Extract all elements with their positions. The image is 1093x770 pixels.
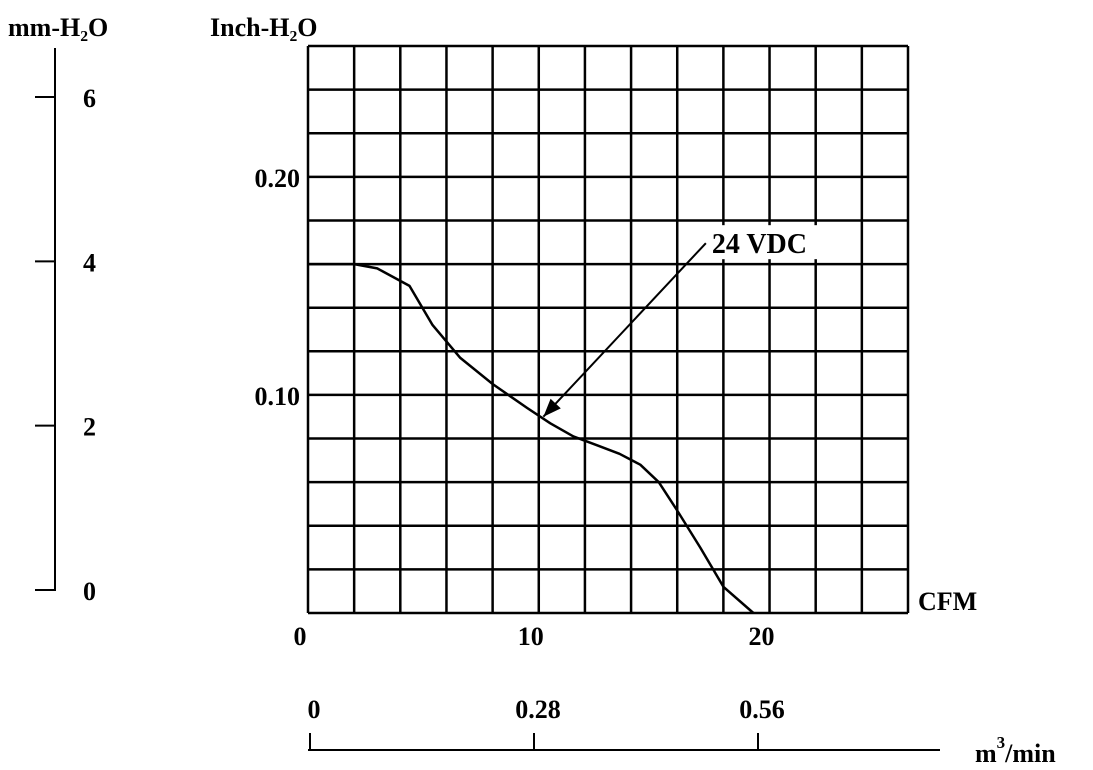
y-tick-label: 0.10 — [255, 382, 301, 411]
x-tick-label: 0 — [294, 622, 307, 651]
y-tick-label: 0.20 — [255, 164, 301, 193]
secondary-y-tick-label: 0 — [83, 577, 96, 606]
secondary-y-axis-title: mm-H₂O — [8, 13, 108, 42]
secondary-x-tick-label: 0.56 — [739, 695, 785, 724]
series-line-24vdc — [308, 262, 755, 614]
x-tick-label: 20 — [749, 622, 775, 651]
secondary-y-tick-label: 2 — [83, 413, 96, 442]
secondary-x-tick-label: 0 — [308, 695, 321, 724]
secondary-y-tick-label: 4 — [83, 248, 96, 277]
x-axis-title: CFM — [918, 587, 977, 616]
annotation-arrowhead — [543, 398, 561, 417]
grid — [306, 44, 910, 615]
x-ticks: 0 10 20 — [294, 622, 775, 651]
y-ticks: 0.10 0.20 — [255, 164, 301, 411]
secondary-x-axis-title-superscript: 3 — [997, 733, 1006, 752]
annotations: 24 VDC — [542, 225, 840, 418]
secondary-y-tick-label: 6 — [83, 84, 96, 113]
secondary-x-axis-title: m3/min — [975, 733, 1056, 768]
series — [308, 262, 755, 614]
secondary-x-axis-title-suffix: /min — [1004, 739, 1056, 768]
annotation-label: 24 VDC — [712, 229, 807, 260]
x-tick-label: 10 — [518, 622, 544, 651]
secondary-x-tick-label: 0.28 — [515, 695, 561, 724]
secondary-x-axis-title-unit: m — [975, 739, 997, 768]
secondary-x-axis: 0 0.28 0.56 — [308, 695, 940, 751]
y-axis-title: Inch-H₂O — [210, 13, 317, 42]
annotation-label-background — [707, 225, 840, 260]
annotation-leader-line — [542, 242, 707, 418]
secondary-y-ticks: 0 2 4 6 — [35, 84, 96, 606]
